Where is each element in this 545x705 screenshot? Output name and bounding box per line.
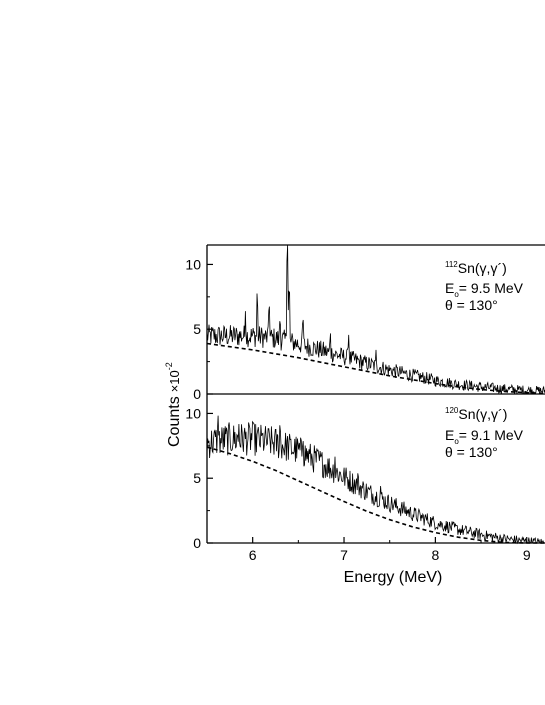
bottom-y-tick-label: 10 (185, 405, 201, 421)
bottom-panel: 0 5 10 6 7 8 9 (185, 394, 545, 563)
bottom-panel-annotation: 120Sn(γ,γ´) Eo= 9.1 MeV θ = 130° (445, 406, 524, 460)
y-axis-title-times: × (167, 385, 182, 393)
bottom-energy-subscript: o (454, 437, 459, 446)
svg-text:112Sn(γ,γ´): 112Sn(γ,γ´) (445, 260, 507, 276)
top-spectrum-line (206, 244, 545, 395)
bottom-x-tick-label: 9 (523, 547, 531, 563)
bottom-energy-symbol: E (445, 427, 454, 443)
bottom-x-tick-label: 8 (431, 547, 439, 563)
svg-text:Eo= 9.1 MeV: Eo= 9.1 MeV (445, 427, 524, 446)
svg-text:Eo= 9.5 MeV: Eo= 9.5 MeV (445, 280, 524, 299)
y-axis-title-base: 10 (167, 370, 182, 384)
x-axis-title: Energy (MeV) (344, 569, 443, 586)
top-isotope-mass: 112 (445, 260, 458, 269)
bottom-isotope-mass: 120 (445, 406, 459, 415)
top-y-tick-label: 0 (193, 386, 201, 402)
bottom-background-dashed-line (206, 446, 545, 544)
svg-text:120Sn(γ,γ´): 120Sn(γ,γ´) (445, 406, 507, 422)
bottom-y-tick-label: 5 (193, 470, 201, 486)
top-energy-subscript: o (454, 290, 459, 299)
top-y-tick-label: 5 (193, 321, 201, 337)
top-reaction-label: Sn(γ,γ´) (458, 260, 507, 276)
bottom-x-tick-label: 6 (249, 547, 257, 563)
y-axis-title-exponent: -2 (164, 362, 174, 370)
top-energy-symbol: E (445, 280, 454, 296)
bottom-angle-label: θ = 130° (445, 444, 498, 460)
top-panel: 0 5 10 (185, 244, 545, 402)
top-energy-value: = 9.5 MeV (459, 280, 524, 296)
bottom-spectrum-line (206, 415, 545, 545)
top-angle-label: θ = 130° (445, 297, 498, 313)
y-axis-title: Counts ×10-2 (164, 362, 183, 447)
bottom-energy-value: = 9.1 MeV (459, 427, 524, 443)
top-panel-annotation: 112Sn(γ,γ´) Eo= 9.5 MeV θ = 130° (445, 260, 524, 313)
bottom-y-tick-label: 0 (193, 535, 201, 551)
top-background-dashed-line (206, 342, 545, 395)
bottom-reaction-label: Sn(γ,γ´) (458, 406, 507, 422)
bottom-x-tick-label: 7 (340, 547, 348, 563)
top-y-tick-label: 10 (185, 256, 201, 272)
y-axis-title-main: Counts (166, 396, 183, 447)
